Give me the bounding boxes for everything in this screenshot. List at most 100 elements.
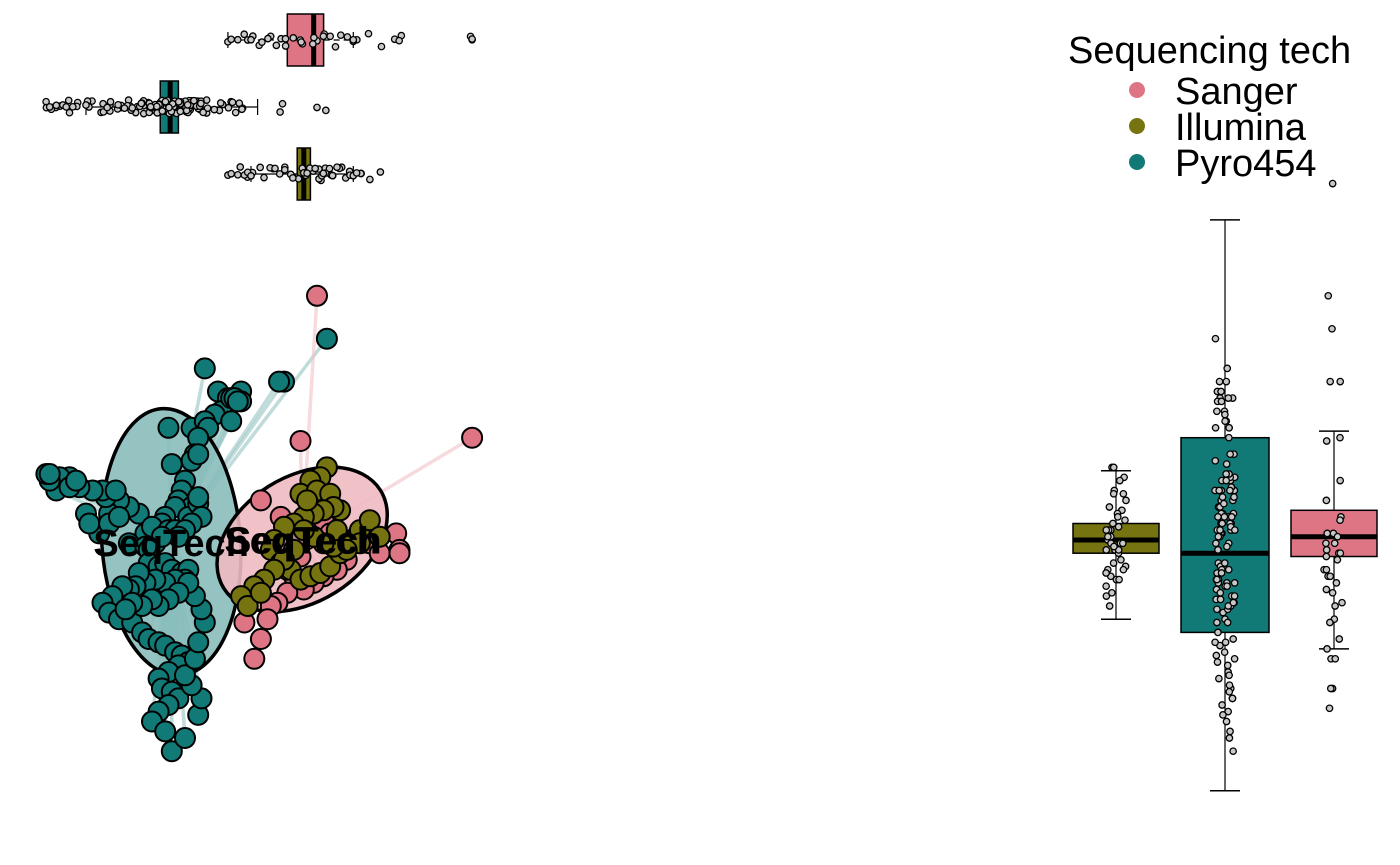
ybox-jitter-pyro454 xyxy=(1223,661,1232,670)
point-pyro454 xyxy=(114,598,137,621)
ybox-outlier-sanger xyxy=(1323,645,1331,653)
ybox-jitter-pyro454 xyxy=(1223,364,1232,373)
xbox-jitter-sanger xyxy=(297,38,306,46)
xbox-jitter-pyro454 xyxy=(231,108,240,117)
ybox-jitter-sanger xyxy=(1322,552,1331,561)
ybox-jitter-pyro454 xyxy=(1222,377,1231,386)
xbox-jitter-pyro454 xyxy=(103,103,112,112)
point-pyro454 xyxy=(187,631,210,654)
ybox-jitter-illumina xyxy=(1119,489,1128,498)
legend-title: Sequencing tech xyxy=(1068,30,1351,72)
ybox-jitter-illumina xyxy=(1121,516,1129,525)
ybox-jitter-pyro454 xyxy=(1217,387,1225,396)
xbox-jitter-illumina xyxy=(236,163,245,171)
ybox-jitter-pyro454 xyxy=(1220,513,1229,521)
ybox-jitter-pyro454 xyxy=(1223,582,1231,591)
ybox-jitter-illumina xyxy=(1109,559,1118,567)
ybox-jitter-pyro454 xyxy=(1223,618,1232,627)
ybox-jitter-pyro454 xyxy=(1211,638,1219,647)
ybox-jitter-pyro454 xyxy=(1230,526,1239,534)
ybox-jitter-pyro454 xyxy=(1212,651,1221,660)
ybox-jitter-sanger xyxy=(1326,618,1334,627)
point-pyro454 xyxy=(157,416,180,439)
ybox-jitter-pyro454 xyxy=(1217,569,1226,577)
ybox-jitter-illumina xyxy=(1114,522,1123,531)
ybox-jitter-illumina xyxy=(1104,532,1112,541)
ybox-jitter-pyro454 xyxy=(1219,499,1228,508)
point-sanger xyxy=(461,426,484,449)
ybox-jitter-sanger xyxy=(1330,539,1339,548)
ybox-jitter-sanger xyxy=(1322,565,1331,574)
xbox-jitter-pyro454 xyxy=(199,108,207,117)
ybox-jitter-illumina xyxy=(1109,519,1117,528)
xbox-jitter-sanger xyxy=(258,38,266,46)
xbox-jitter-pyro454 xyxy=(278,99,287,108)
xbox-jitter-sanger xyxy=(264,34,272,43)
ybox-jitter-sanger xyxy=(1323,529,1332,538)
ybox-jitter-illumina xyxy=(1102,569,1110,577)
x-marginal-boxplots xyxy=(42,13,476,201)
ybox-jitter-pyro454 xyxy=(1225,433,1233,442)
ybox-jitter-pyro454 xyxy=(1213,575,1221,584)
ybox-jitter-pyro454 xyxy=(1223,542,1231,551)
ybox-jitter-pyro454 xyxy=(1225,687,1234,696)
ybox-jitter-pyro454 xyxy=(1225,671,1233,680)
legend: Sequencing tech Sanger Illumina Pyro454 xyxy=(1068,30,1351,185)
ybox-jitter-pyro454 xyxy=(1220,648,1229,657)
ybox-jitter-illumina xyxy=(1113,513,1122,521)
ybox-jitter-pyro454 xyxy=(1216,526,1224,534)
xbox-jitter-pyro454 xyxy=(321,106,330,115)
xbox-jitter-sanger xyxy=(281,42,290,50)
point-pyro454 xyxy=(65,469,88,492)
xbox-jitter-pyro454 xyxy=(176,107,185,116)
xbox-outlier-sanger xyxy=(468,35,476,43)
point-pyro454 xyxy=(187,486,210,509)
xbox-jitter-pyro454 xyxy=(161,97,170,106)
xbox-jitter-pyro454 xyxy=(137,99,146,108)
ybox-jitter-sanger xyxy=(1333,555,1342,564)
ybox-jitter-pyro454 xyxy=(1229,635,1238,643)
ybox-jitter-pyro454 xyxy=(1218,493,1227,501)
ybox-jitter-sanger xyxy=(1322,437,1331,445)
point-illumina xyxy=(358,509,381,532)
ybox-jitter-illumina xyxy=(1119,565,1128,574)
ybox-jitter-pyro454 xyxy=(1229,598,1238,607)
ybox-outlier-sanger xyxy=(1331,654,1340,663)
ybox-jitter-pyro454 xyxy=(1230,592,1239,600)
xbox-jitter-illumina xyxy=(376,168,385,176)
point-pyro454 xyxy=(174,727,196,749)
xbox-jitter-pyro454 xyxy=(183,101,192,109)
ybox-jitter-sanger xyxy=(1322,496,1331,505)
legend-label-sanger: Sanger xyxy=(1175,71,1298,113)
xbox-jitter-pyro454 xyxy=(174,97,183,106)
point-illumina xyxy=(325,519,348,542)
point-sanger xyxy=(388,542,411,565)
ybox-jitter-pyro454 xyxy=(1220,559,1229,567)
xbox-jitter-sanger xyxy=(289,34,298,42)
ybox-jitter-sanger xyxy=(1336,549,1345,558)
ybox-jitter-pyro454 xyxy=(1222,460,1231,468)
data-points xyxy=(35,284,484,763)
point-illumina xyxy=(292,519,315,542)
ybox-jitter-illumina xyxy=(1105,503,1114,511)
point-pyro454 xyxy=(174,664,196,687)
point-pyro454 xyxy=(193,357,216,380)
y-marginal-boxplots xyxy=(1072,179,1378,792)
xbox-outlier-pyro454 xyxy=(313,103,321,112)
ybox-jitter-pyro454 xyxy=(1216,595,1225,604)
point-illumina xyxy=(296,489,319,512)
ybox-jitter-illumina xyxy=(1118,539,1127,548)
xbox-jitter-pyro454 xyxy=(106,97,115,106)
ybox-jitter-pyro454 xyxy=(1214,628,1222,637)
xbox-jitter-sanger xyxy=(310,33,318,42)
xbox-jitter-illumina xyxy=(275,170,284,178)
xbox-jitter-sanger xyxy=(364,29,373,38)
ybox-jitter-sanger xyxy=(1322,546,1331,554)
xbox-jitter-illumina xyxy=(256,163,265,172)
ybox-jitter-pyro454 xyxy=(1211,456,1220,465)
ybox-jitter-pyro454 xyxy=(1215,674,1223,683)
xbox-outlier-illumina xyxy=(233,170,242,179)
ybox-jitter-pyro454 xyxy=(1213,658,1222,666)
point-pyro454 xyxy=(154,720,177,743)
xbox-jitter-sanger xyxy=(272,41,281,50)
